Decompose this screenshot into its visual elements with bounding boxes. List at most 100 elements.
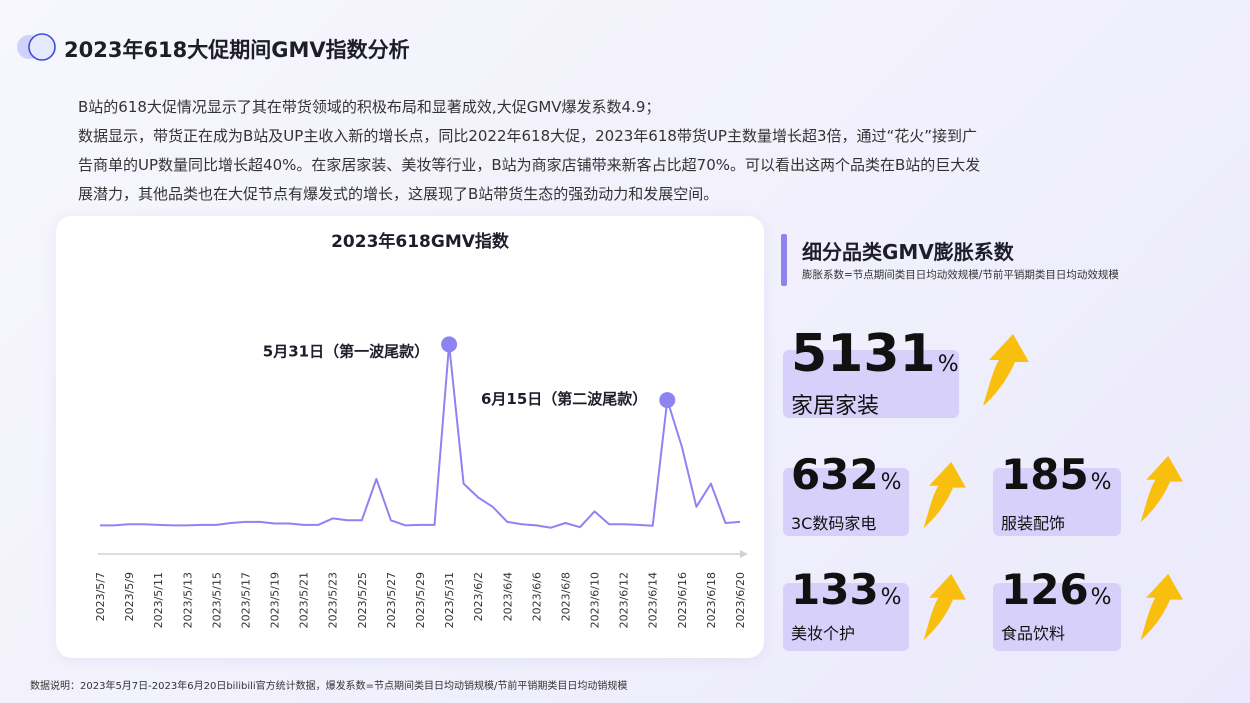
data-point bbox=[477, 497, 479, 499]
metric-number: 185 bbox=[1001, 450, 1089, 499]
metric-value: 185% bbox=[1001, 454, 1112, 496]
chart-card: 2023年618GMV指数 5月31日（第一波尾款） 6月15日（第二波尾款） 20… bbox=[56, 216, 764, 658]
x-tick-label: 2023/6/2 bbox=[472, 572, 485, 621]
data-point bbox=[681, 445, 683, 447]
data-point bbox=[434, 524, 436, 526]
gmv-line-chart: 2023年618GMV指数 5月31日（第一波尾款） 6月15日（第二波尾款） 20… bbox=[94, 231, 748, 628]
data-point bbox=[390, 519, 392, 521]
data-point bbox=[114, 524, 116, 526]
x-tick-label: 2023/6/12 bbox=[618, 572, 631, 628]
data-point bbox=[579, 526, 581, 528]
data-point bbox=[244, 521, 246, 523]
metric-unit: % bbox=[880, 585, 902, 610]
metric-label: 服装配饰 bbox=[1001, 514, 1066, 533]
section-accent-bar bbox=[781, 234, 787, 286]
data-point bbox=[695, 506, 697, 508]
data-point bbox=[608, 523, 610, 525]
metric-value: 126% bbox=[1001, 569, 1112, 611]
x-tick-label: 2023/5/9 bbox=[123, 572, 136, 621]
up-arrow-icon bbox=[923, 573, 966, 641]
logo-circles-icon bbox=[17, 33, 56, 61]
data-point bbox=[186, 524, 188, 526]
data-point bbox=[201, 524, 203, 526]
x-tick-label: 2023/5/13 bbox=[181, 572, 194, 628]
chart-title: 2023年618GMV指数 bbox=[331, 231, 510, 252]
series-line bbox=[100, 343, 741, 529]
data-point bbox=[564, 522, 566, 524]
data-point bbox=[652, 525, 654, 527]
x-tick-label: 2023/6/8 bbox=[559, 572, 572, 621]
data-point bbox=[215, 524, 217, 526]
x-tick-label: 2023/6/20 bbox=[734, 572, 747, 628]
metric-label: 家居家装 bbox=[791, 394, 880, 419]
x-axis-arrow bbox=[740, 550, 748, 558]
description-line: 数据显示，带货正在成为B站及UP主收入新的增长点，同比2022年618大促，20… bbox=[78, 127, 978, 145]
metric-value: 5131% bbox=[791, 328, 959, 380]
metric-number: 126 bbox=[1001, 565, 1089, 614]
metric-label: 3C数码家电 bbox=[791, 514, 877, 533]
data-point bbox=[346, 519, 348, 521]
metric-number: 632 bbox=[791, 450, 879, 499]
description-line: 告商单的UP数量同比增长超40%。在家居家装、美妆等行业，B站为商家店铺带来新客… bbox=[78, 156, 981, 174]
data-point bbox=[157, 524, 159, 526]
peak-marker bbox=[441, 336, 458, 353]
data-point bbox=[739, 521, 741, 523]
x-tick-label: 2023/5/21 bbox=[298, 572, 311, 628]
x-tick-label: 2023/5/7 bbox=[94, 572, 107, 621]
data-point bbox=[550, 527, 552, 529]
data-point bbox=[143, 523, 145, 525]
up-arrow-icon bbox=[1140, 573, 1183, 641]
data-point bbox=[375, 478, 377, 480]
metric-label: 食品饮料 bbox=[1001, 624, 1066, 643]
data-point bbox=[259, 521, 261, 523]
description-line: 展潜力，其他品类也在大促节点有爆发式的增长，这展现了B站带货生态的强劲动力和发展… bbox=[78, 185, 719, 203]
metric-unit: % bbox=[880, 470, 902, 495]
metric-highlight bbox=[993, 468, 1121, 536]
metric-unit: % bbox=[1090, 585, 1112, 610]
data-point bbox=[404, 524, 406, 526]
data-point bbox=[230, 522, 232, 524]
metric-highlight bbox=[783, 583, 909, 651]
data-point bbox=[623, 523, 625, 525]
x-tick-label: 2023/6/14 bbox=[647, 572, 660, 628]
metric-unit: % bbox=[937, 352, 959, 377]
data-point bbox=[419, 524, 421, 526]
data-point bbox=[288, 523, 290, 525]
x-tick-label: 2023/5/27 bbox=[385, 572, 398, 628]
data-point bbox=[492, 506, 494, 508]
up-arrow-icon bbox=[983, 334, 1029, 406]
data-point bbox=[506, 521, 508, 523]
metric-label: 美妆个护 bbox=[791, 624, 856, 643]
data-point bbox=[710, 483, 712, 485]
data-point bbox=[463, 483, 465, 485]
section-subtitle: 膨胀系数=节点期间类目日均动效规模/节前平销期类目日均动效规模 bbox=[802, 269, 1119, 281]
x-tick-label: 2023/5/11 bbox=[152, 572, 165, 628]
up-arrow-icon bbox=[923, 461, 966, 529]
footer-note: 数据说明：2023年5月7日-2023年6月20日bilibili官方统计数据，… bbox=[30, 681, 628, 692]
peak-marker bbox=[659, 392, 676, 409]
peak-annotation-label: 6月15日（第二波尾款） bbox=[481, 390, 647, 408]
metric-number: 5131 bbox=[791, 324, 936, 384]
data-point bbox=[128, 523, 130, 525]
metric-highlight bbox=[783, 350, 959, 418]
data-point bbox=[361, 519, 363, 521]
section-title: 细分品类GMV膨胀系数 bbox=[802, 240, 1014, 264]
up-arrow-icon bbox=[1140, 455, 1183, 523]
x-tick-label: 2023/5/23 bbox=[327, 572, 340, 628]
peak-annotation-label: 5月31日（第一波尾款） bbox=[263, 342, 429, 360]
x-tick-label: 2023/6/18 bbox=[705, 572, 718, 628]
x-tick-label: 2023/6/16 bbox=[676, 572, 689, 628]
metric-highlight bbox=[993, 583, 1121, 651]
data-point bbox=[274, 523, 276, 525]
data-point bbox=[724, 522, 726, 524]
description-paragraph: B站的618大促情况显示了其在带货领域的积极布局和显著成效,大促GMV爆发系数4… bbox=[78, 93, 1178, 209]
data-point bbox=[535, 524, 537, 526]
metric-number: 133 bbox=[791, 565, 879, 614]
x-tick-label: 2023/5/25 bbox=[356, 572, 369, 628]
data-point bbox=[332, 517, 334, 519]
metric-highlight bbox=[783, 468, 909, 536]
data-point bbox=[521, 523, 523, 525]
x-tick-label: 2023/5/31 bbox=[443, 572, 456, 628]
x-tick-label: 2023/5/29 bbox=[414, 572, 427, 628]
description-line: B站的618大促情况显示了其在带货领域的积极布局和显著成效,大促GMV爆发系数4… bbox=[78, 98, 661, 116]
